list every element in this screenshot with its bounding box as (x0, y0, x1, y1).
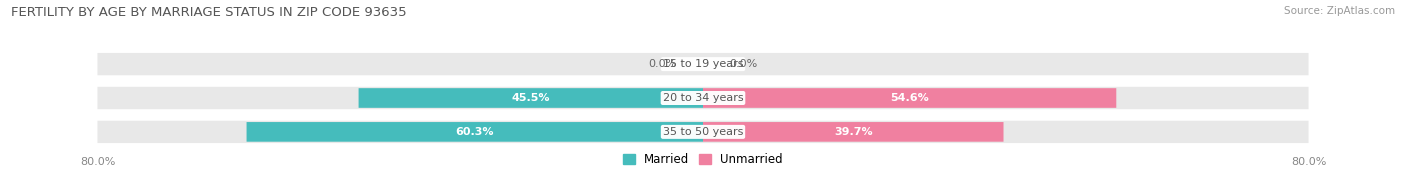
FancyBboxPatch shape (246, 122, 703, 142)
Text: 60.3%: 60.3% (456, 127, 494, 137)
Text: 35 to 50 years: 35 to 50 years (662, 127, 744, 137)
FancyBboxPatch shape (703, 88, 1116, 108)
FancyBboxPatch shape (703, 122, 1004, 142)
Text: 0.0%: 0.0% (730, 59, 758, 69)
Text: 39.7%: 39.7% (834, 127, 873, 137)
FancyBboxPatch shape (359, 88, 703, 108)
Text: 54.6%: 54.6% (890, 93, 929, 103)
Text: 15 to 19 years: 15 to 19 years (662, 59, 744, 69)
FancyBboxPatch shape (97, 121, 1309, 143)
FancyBboxPatch shape (97, 53, 1309, 75)
Text: 20 to 34 years: 20 to 34 years (662, 93, 744, 103)
Legend: Married, Unmarried: Married, Unmarried (619, 149, 787, 171)
Text: 45.5%: 45.5% (512, 93, 550, 103)
FancyBboxPatch shape (97, 87, 1309, 109)
Text: FERTILITY BY AGE BY MARRIAGE STATUS IN ZIP CODE 93635: FERTILITY BY AGE BY MARRIAGE STATUS IN Z… (11, 6, 406, 19)
Text: Source: ZipAtlas.com: Source: ZipAtlas.com (1284, 6, 1395, 16)
Text: 0.0%: 0.0% (648, 59, 676, 69)
